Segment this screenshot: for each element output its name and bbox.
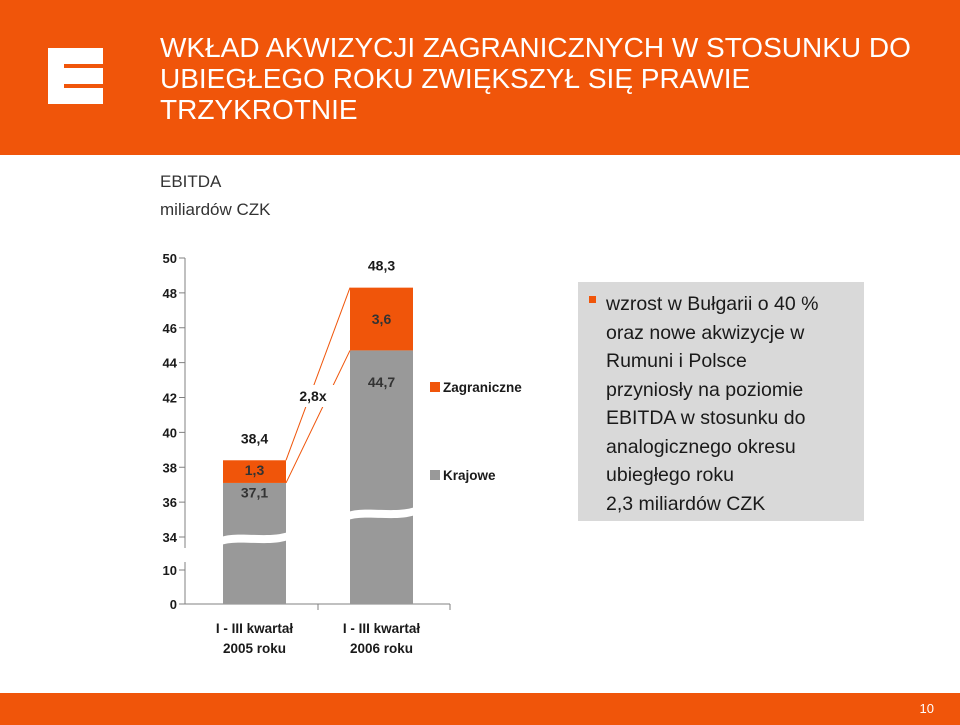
x-category-label: 2006 roku — [350, 641, 413, 656]
bar-krajowe — [350, 350, 413, 604]
legend-label: Zagraniczne — [443, 380, 522, 395]
bar-zagraniczne — [223, 460, 286, 483]
note-line: EBITDA w stosunku do — [606, 407, 806, 429]
axis-break-mark — [348, 507, 415, 520]
legend-swatch — [430, 470, 440, 480]
krajowe-value-label: 37,1 — [241, 484, 268, 500]
total-value-label: 38,4 — [241, 430, 268, 446]
y-tick-label: 40 — [163, 425, 177, 440]
connector-line-bottom — [285, 350, 351, 484]
y-tick-label: 34 — [163, 530, 178, 545]
zagraniczne-value-label: 3,6 — [372, 311, 392, 327]
page-title: WKŁAD AKWIZYCJI ZAGRANICZNYCH W STOSUNKU… — [160, 32, 920, 125]
legend-label: Krajowe — [443, 468, 496, 483]
header-bar: WKŁAD AKWIZYCJI ZAGRANICZNYCH W STOSUNKU… — [0, 0, 960, 155]
y-tick-label: 46 — [163, 321, 177, 336]
footer-bar: 10 — [0, 693, 960, 725]
y-tick-label: 42 — [163, 391, 177, 406]
title-line-1: WKŁAD AKWIZYCJI ZAGRANICZNYCH W STOSUNKU… — [160, 32, 911, 63]
growth-label-bg — [291, 385, 335, 407]
note-line: analogicznego okresu — [606, 435, 796, 458]
bar-zagraniczne — [350, 287, 413, 351]
chart-subtitle-metric: EBITDA — [160, 172, 222, 191]
note-text: wzrost w Bułgarii o 40 % oraz nowe akwiz… — [606, 290, 861, 518]
title-line-2: UBIEGŁEGO ROKU ZWIĘKSZYŁ SIĘ PRAWIE — [160, 63, 751, 94]
krajowe-value-label: 44,7 — [368, 374, 395, 390]
title-line-3: TRZYKROTNIE — [160, 94, 358, 125]
x-category-label: 2005 roku — [223, 641, 286, 656]
zagraniczne-value-label: 1,3 — [245, 462, 265, 478]
note-box: wzrost w Bułgarii o 40 % oraz nowe akwiz… — [578, 282, 864, 521]
chart-subtitle-unit: miliardów CZK — [160, 200, 271, 219]
cez-logo-icon — [48, 48, 103, 104]
note-line: przyniosły na poziomie — [606, 378, 804, 401]
connector-line-top — [285, 287, 351, 461]
note-line: oraz nowe akwizycje w — [606, 321, 805, 344]
y-tick-label: 0 — [170, 597, 177, 612]
y-tick-label: 48 — [163, 286, 177, 301]
x-category-label: I - III kwartał — [216, 621, 294, 636]
total-value-label: 48,3 — [368, 258, 395, 274]
y-tick-label: 50 — [163, 251, 177, 266]
legend-swatch — [430, 382, 440, 392]
y-tick-label: 44 — [163, 356, 178, 371]
note-line: Rumuni i Polsce — [606, 350, 747, 372]
x-category-label: I - III kwartał — [343, 621, 421, 636]
bar-krajowe — [223, 482, 286, 604]
y-tick-label: 36 — [163, 495, 177, 510]
page-number: 10 — [919, 701, 934, 716]
axis-break-mark — [221, 532, 288, 545]
y-tick-label: 38 — [163, 460, 177, 475]
ebitda-chart: 0 10 34 36 38 40 42 44 46 48 50 37,1 1,3 38,4 I - III … — [163, 251, 523, 656]
note-line: 2,3 miliardów CZK — [606, 492, 766, 515]
bullet-square-icon — [589, 296, 596, 303]
note-line: ubiegłego roku — [606, 464, 734, 486]
y-tick-label: 10 — [163, 563, 177, 578]
note-line: wzrost w Bułgarii o 40 % — [606, 293, 819, 315]
growth-label: 2,8x — [299, 388, 326, 404]
